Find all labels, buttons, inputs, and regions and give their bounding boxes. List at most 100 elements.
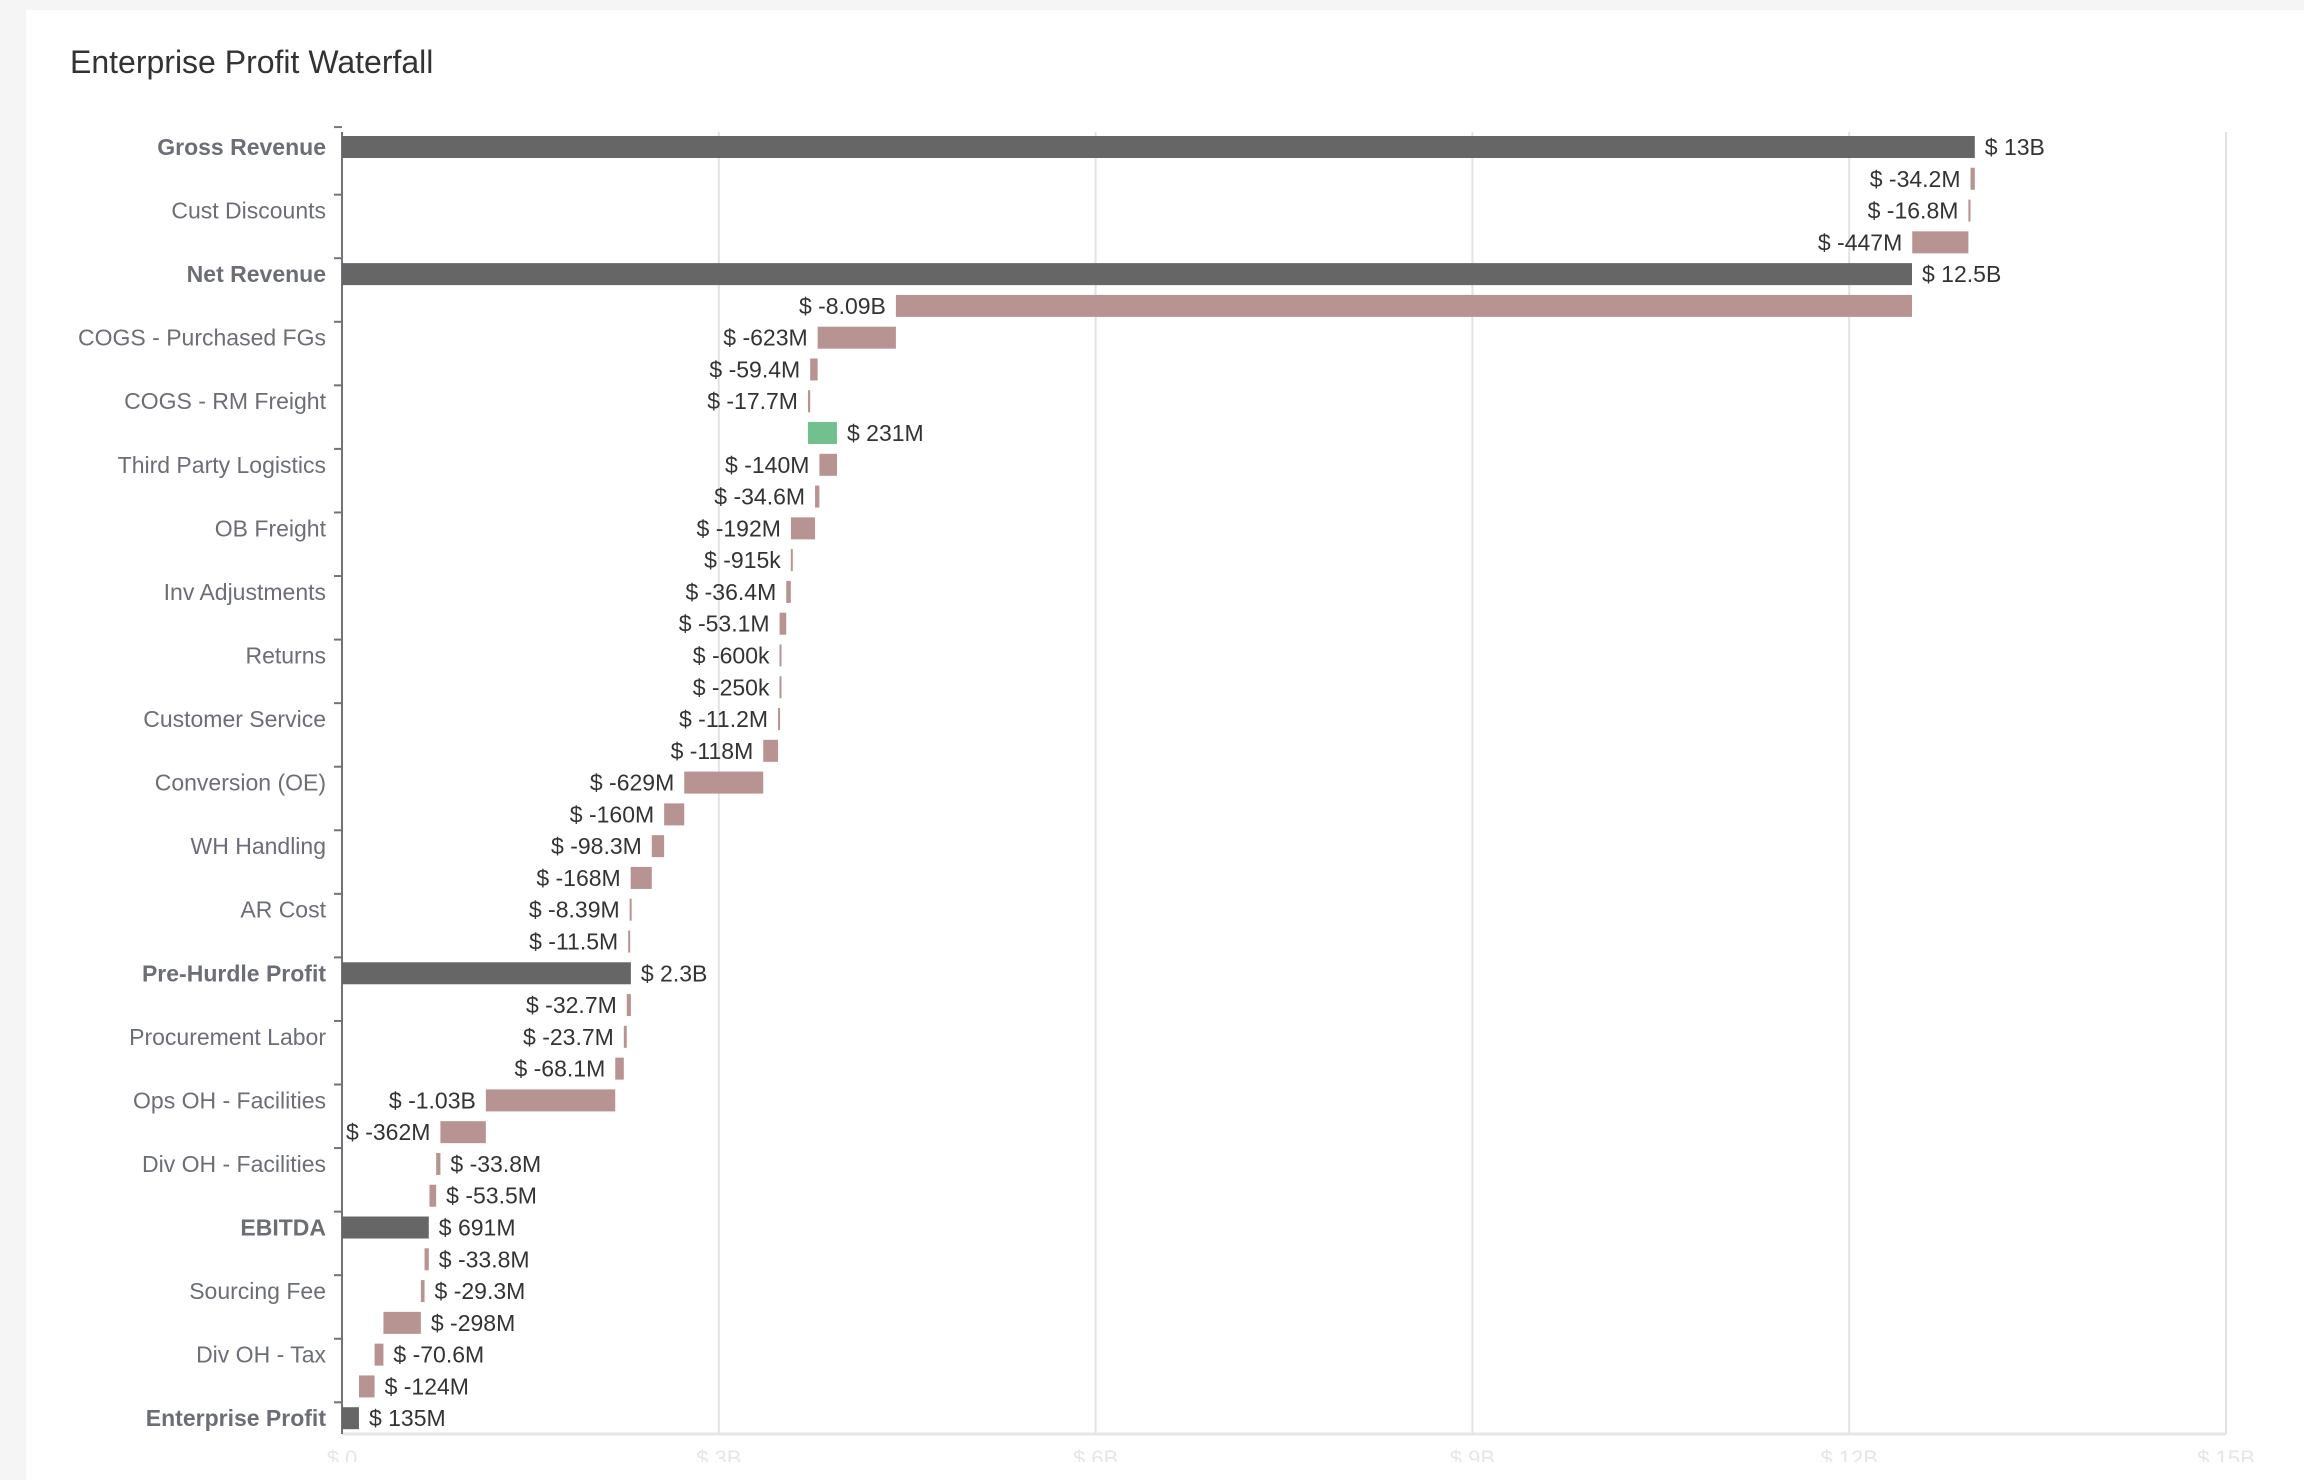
data-label: $ -8.39M — [529, 897, 620, 923]
category-label: Cust Discounts — [171, 198, 326, 224]
x-tick-label: $ 3B — [696, 1446, 741, 1462]
decrease-bar — [1912, 231, 1969, 254]
decrease-bar — [436, 1152, 441, 1175]
decrease-bar — [807, 390, 811, 413]
category-label: Customer Service — [143, 706, 326, 732]
decrease-bar — [628, 930, 631, 953]
decrease-bar — [629, 898, 632, 921]
data-label: $ -70.6M — [393, 1342, 484, 1368]
decrease-bar — [1970, 167, 1975, 190]
data-label: $ -140M — [725, 452, 809, 478]
data-label: $ -17.7M — [707, 388, 798, 414]
data-label: $ 2.3B — [641, 960, 708, 986]
decrease-bar — [626, 994, 631, 1017]
category-label: AR Cost — [240, 897, 326, 923]
decrease-bar — [440, 1121, 486, 1144]
data-label: $ -29.3M — [435, 1278, 526, 1304]
data-label: $ -11.5M — [529, 929, 618, 955]
category-label: COGS - Purchased FGs — [78, 325, 326, 351]
increase-bar — [807, 422, 837, 445]
data-label: $ 12.5B — [1922, 261, 2001, 287]
data-label: $ -124M — [385, 1373, 469, 1399]
data-label: $ -250k — [693, 674, 770, 700]
category-label: WH Handling — [191, 833, 327, 859]
data-label: $ 231M — [847, 420, 924, 446]
decrease-bar — [615, 1057, 624, 1080]
data-label: $ -623M — [723, 325, 807, 351]
decrease-bar — [810, 358, 818, 381]
x-tick-label: $ 0 — [327, 1446, 358, 1462]
x-tick-label: $ 6B — [1073, 1446, 1118, 1462]
data-label: $ -118M — [671, 738, 754, 764]
decrease-bar — [383, 1311, 421, 1334]
category-label: COGS - RM Freight — [124, 388, 327, 414]
data-label: $ -298M — [431, 1310, 515, 1336]
decrease-bar — [358, 1375, 375, 1398]
data-label: $ -34.6M — [714, 484, 805, 510]
decrease-bar — [374, 1343, 384, 1366]
data-label: $ -98.3M — [551, 833, 642, 859]
x-tick-label: $ 15B — [2197, 1446, 2255, 1462]
decrease-bar — [763, 739, 779, 762]
data-label: $ -600k — [693, 642, 770, 668]
decrease-bar — [779, 644, 782, 667]
data-label: $ -11.2M — [679, 706, 768, 732]
total-bar — [342, 962, 631, 985]
data-label: $ -33.8M — [450, 1151, 541, 1177]
chart-title: Enterprise Profit Waterfall — [70, 44, 434, 80]
decrease-bar — [420, 1280, 425, 1303]
category-label: Div OH - Tax — [196, 1342, 326, 1368]
decrease-bar — [485, 1089, 616, 1112]
x-tick-label: $ 12B — [1820, 1446, 1878, 1462]
category-label: Inv Adjustments — [164, 579, 326, 605]
category-label: Conversion (OE) — [155, 770, 326, 796]
decrease-bar — [1968, 199, 1971, 222]
decrease-bar — [815, 485, 820, 508]
category-label: Sourcing Fee — [189, 1278, 326, 1304]
decrease-bar — [779, 676, 782, 699]
decrease-bar — [424, 1248, 429, 1271]
data-label: $ -362M — [346, 1119, 430, 1145]
category-label: Third Party Logistics — [118, 452, 326, 478]
decrease-bar — [630, 866, 652, 889]
category-label: OB Freight — [215, 515, 327, 541]
total-bar — [342, 263, 1912, 286]
data-label: $ -32.7M — [526, 992, 617, 1018]
decrease-bar — [895, 294, 1912, 317]
category-label: Returns — [245, 642, 326, 668]
category-label: Div OH - Facilities — [142, 1151, 326, 1177]
category-label: Gross Revenue — [157, 134, 326, 160]
total-bar — [342, 1407, 359, 1430]
decrease-bar — [790, 517, 816, 540]
category-label: Net Revenue — [187, 261, 326, 287]
category-label: EBITDA — [240, 1215, 326, 1241]
decrease-bar — [623, 1025, 627, 1048]
decrease-bar — [664, 803, 685, 826]
total-bar — [342, 1216, 429, 1239]
decrease-bar — [786, 580, 791, 603]
data-label: $ -68.1M — [514, 1056, 605, 1082]
data-label: $ -53.5M — [446, 1183, 537, 1209]
data-label: $ -192M — [697, 515, 781, 541]
data-label: $ -23.7M — [523, 1024, 614, 1050]
data-label: $ -8.09B — [799, 293, 886, 319]
data-label: $ -53.1M — [679, 611, 770, 637]
data-label: $ -915k — [704, 547, 781, 573]
category-label: Enterprise Profit — [146, 1405, 327, 1431]
data-label: $ -629M — [590, 770, 674, 796]
data-label: $ -16.8M — [1868, 198, 1959, 224]
decrease-bar — [429, 1184, 437, 1207]
category-label: Ops OH - Facilities — [133, 1087, 326, 1113]
decrease-bar — [817, 326, 896, 349]
data-label: $ -34.2M — [1870, 166, 1961, 192]
data-label: $ -36.4M — [685, 579, 776, 605]
decrease-bar — [778, 708, 781, 731]
x-tick-label: $ 9B — [1450, 1446, 1495, 1462]
data-label: $ -33.8M — [439, 1246, 530, 1272]
data-label: $ 13B — [1985, 134, 2045, 160]
data-label: $ -160M — [570, 801, 654, 827]
decrease-bar — [651, 835, 665, 858]
data-label: $ -447M — [1818, 229, 1902, 255]
category-label: Pre-Hurdle Profit — [142, 960, 326, 986]
